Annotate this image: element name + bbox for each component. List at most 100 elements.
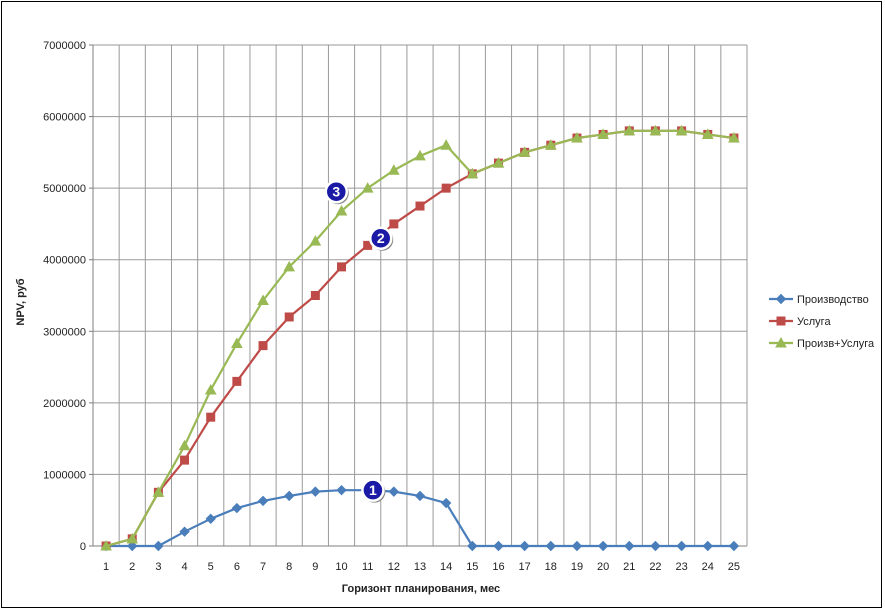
data-point (204, 383, 217, 395)
data-point (231, 502, 243, 514)
grid-lines (92, 44, 748, 547)
annotation-circle (324, 179, 349, 204)
x-tick-label: 9 (312, 561, 318, 573)
data-point (283, 490, 295, 502)
y-tick-label: 6000000 (43, 112, 86, 124)
series-group (100, 124, 740, 552)
legend-marker (775, 293, 787, 305)
data-point (519, 540, 530, 552)
x-tick-label: 16 (492, 561, 504, 573)
data-point (179, 526, 190, 537)
legend-label: Производство (797, 294, 869, 306)
data-point (153, 540, 164, 552)
x-tick-label: 20 (597, 561, 609, 573)
x-tick-label: 6 (234, 561, 240, 573)
x-tick-label: 1 (103, 561, 109, 573)
data-point (649, 124, 662, 136)
data-point (518, 146, 531, 157)
data-point (206, 412, 216, 422)
x-tick-label: 19 (571, 561, 583, 573)
data-point (467, 540, 478, 552)
annotation-circle (361, 478, 385, 502)
x-tick-label: 22 (649, 561, 661, 573)
x-tick-label: 8 (286, 561, 292, 573)
data-point (466, 167, 479, 179)
x-tick-label: 11 (362, 561, 373, 573)
x-tick-label: 15 (466, 561, 478, 573)
x-tick-label: 7 (260, 561, 266, 573)
data-point (337, 262, 347, 272)
series-1 (100, 484, 740, 552)
data-point (232, 376, 242, 386)
data-point (100, 539, 112, 551)
data-point (571, 132, 583, 143)
legend-marker (775, 336, 787, 348)
data-point (597, 540, 609, 552)
annotation-group: 1 2 3 (324, 179, 394, 503)
data-point (597, 128, 609, 139)
y-tick-label: 0 (80, 541, 86, 553)
x-tick-label: 4 (181, 561, 187, 573)
series-line (105, 129, 735, 548)
data-point (571, 540, 583, 552)
x-tick-label: 14 (440, 561, 452, 573)
data-point (676, 540, 687, 552)
y-tick-label: 4000000 (43, 255, 86, 267)
data-point (205, 513, 216, 525)
data-point (387, 164, 400, 175)
data-point (257, 294, 269, 306)
x-tick-label: 3 (155, 561, 161, 573)
legend-label: Произв+Услуга (797, 338, 875, 350)
data-point (675, 124, 688, 136)
data-point (414, 490, 426, 502)
x-tick-label: 2 (129, 561, 135, 573)
data-point (335, 205, 348, 216)
data-point (414, 149, 426, 161)
data-point (283, 260, 296, 272)
x-tick-label: 12 (388, 561, 400, 573)
x-tick-label: 18 (545, 561, 557, 573)
data-point (544, 139, 557, 150)
data-point (441, 183, 451, 193)
data-point (624, 540, 635, 552)
x-axis-title: Горизонт планирования, мес (342, 583, 500, 595)
data-point (336, 484, 347, 496)
data-point (257, 495, 269, 507)
data-point (310, 291, 320, 300)
data-point (728, 540, 740, 552)
data-point (702, 540, 713, 552)
y-tick-label: 5000000 (43, 183, 86, 195)
x-tick-label: 13 (414, 561, 426, 573)
y-axis-title: NPV, руб (15, 278, 27, 325)
legend-item: Услуга (769, 316, 831, 328)
y-tick-label: 1000000 (43, 469, 86, 481)
data-point (440, 497, 452, 509)
annotation-label: 2 (377, 230, 385, 246)
data-point (231, 337, 243, 348)
data-point (361, 182, 374, 193)
data-point (388, 486, 400, 497)
annotation-badge: 3 (324, 179, 349, 205)
data-point (258, 341, 268, 351)
legend: Производство Услуга Произв+Услуга (769, 293, 875, 350)
x-tick-label: 5 (208, 561, 214, 573)
x-tick-label: 25 (728, 561, 740, 573)
data-point (493, 540, 504, 552)
y-tick-label: 2000000 (43, 398, 86, 410)
data-point (650, 540, 661, 552)
x-tick-label: 21 (623, 561, 635, 573)
data-point (701, 128, 714, 139)
x-tick-label: 23 (675, 561, 687, 573)
series-line (105, 129, 735, 548)
y-tick-label: 7000000 (43, 40, 86, 52)
axes (92, 45, 747, 547)
legend-marker (776, 316, 786, 326)
data-point (623, 124, 636, 136)
data-point (284, 312, 294, 322)
x-tick-label: 24 (702, 561, 714, 573)
x-tick-label: 10 (335, 561, 347, 573)
data-point (545, 540, 557, 552)
y-tick-labels: 0 1000000 2000000 3000000 4000000 5000000 6000… (43, 40, 93, 553)
